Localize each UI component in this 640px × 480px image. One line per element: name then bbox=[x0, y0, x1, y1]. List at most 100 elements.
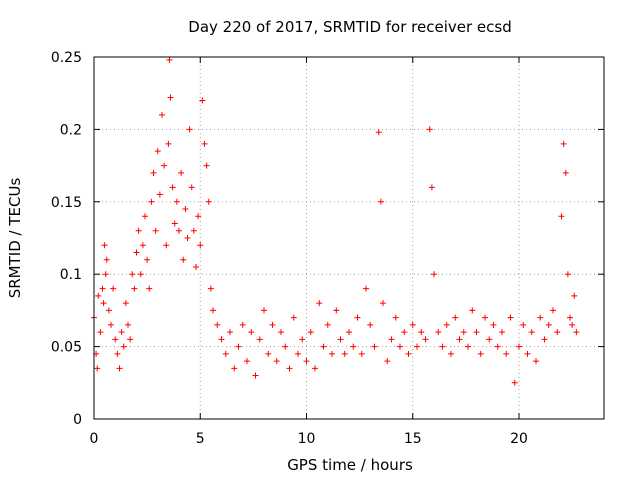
data-point bbox=[528, 329, 535, 336]
data-point bbox=[558, 213, 565, 220]
data-point bbox=[363, 285, 369, 292]
y-axis-label: SRMTID / TECUs bbox=[6, 178, 24, 299]
data-point bbox=[452, 314, 459, 321]
data-point bbox=[118, 329, 125, 336]
data-point bbox=[165, 140, 172, 147]
data-point bbox=[205, 198, 212, 205]
data-point bbox=[186, 126, 193, 133]
data-point bbox=[114, 350, 121, 357]
data-point bbox=[439, 343, 446, 350]
grid-lines bbox=[94, 57, 604, 419]
data-point bbox=[148, 198, 155, 205]
data-point bbox=[156, 191, 163, 198]
data-point bbox=[333, 307, 340, 314]
data-point bbox=[409, 321, 416, 328]
x-tick-label: 20 bbox=[510, 431, 528, 447]
data-point bbox=[261, 307, 267, 314]
data-point bbox=[346, 329, 352, 336]
data-point bbox=[214, 321, 221, 328]
data-point bbox=[150, 169, 157, 176]
data-point bbox=[571, 292, 578, 299]
data-point bbox=[112, 336, 119, 343]
data-point bbox=[108, 321, 114, 328]
data-point bbox=[560, 140, 567, 147]
data-point bbox=[482, 314, 488, 321]
data-point bbox=[303, 358, 310, 365]
data-point bbox=[231, 365, 238, 372]
data-point bbox=[210, 307, 216, 314]
data-point bbox=[401, 329, 408, 336]
data-point bbox=[195, 213, 202, 220]
data-point bbox=[516, 343, 522, 350]
data-point bbox=[190, 227, 197, 234]
data-point bbox=[545, 321, 552, 328]
data-point bbox=[102, 271, 109, 278]
x-tick-label: 10 bbox=[298, 431, 316, 447]
x-tick-label: 5 bbox=[196, 431, 205, 447]
data-point bbox=[176, 227, 182, 234]
data-point bbox=[460, 329, 467, 336]
data-point bbox=[173, 198, 180, 205]
data-points bbox=[91, 56, 580, 386]
data-point bbox=[122, 300, 129, 307]
data-point bbox=[184, 235, 191, 241]
data-point bbox=[299, 336, 306, 343]
data-point bbox=[426, 126, 433, 133]
data-point bbox=[120, 343, 127, 350]
data-point bbox=[103, 256, 110, 263]
data-point bbox=[533, 358, 539, 365]
data-point bbox=[97, 329, 104, 336]
data-point bbox=[295, 350, 301, 357]
y-tick-label: 0.25 bbox=[51, 50, 82, 66]
data-point bbox=[511, 379, 518, 386]
data-point bbox=[222, 350, 229, 357]
data-point bbox=[161, 162, 168, 169]
data-point bbox=[507, 314, 514, 321]
data-point bbox=[350, 343, 357, 350]
data-point bbox=[414, 343, 420, 350]
data-point bbox=[142, 213, 148, 220]
x-axis-label: GPS time / hours bbox=[287, 456, 413, 474]
data-point bbox=[105, 307, 112, 314]
data-point bbox=[435, 329, 442, 336]
data-point bbox=[564, 271, 571, 278]
data-point bbox=[94, 365, 101, 372]
data-point bbox=[244, 358, 250, 365]
data-point bbox=[227, 329, 233, 336]
data-point bbox=[541, 336, 548, 343]
data-point bbox=[182, 206, 189, 213]
data-point bbox=[99, 285, 106, 292]
data-point bbox=[494, 343, 501, 350]
data-point bbox=[197, 242, 204, 249]
chart-title: Day 220 of 2017, SRMTID for receiver ecs… bbox=[188, 18, 511, 36]
data-point bbox=[166, 56, 173, 63]
data-point bbox=[486, 336, 493, 343]
data-point bbox=[456, 336, 463, 343]
data-point bbox=[129, 271, 136, 278]
data-point bbox=[278, 329, 284, 336]
data-point bbox=[428, 184, 435, 191]
data-point bbox=[152, 227, 159, 234]
data-point bbox=[193, 263, 199, 270]
axis-ticks bbox=[93, 56, 604, 420]
data-point bbox=[169, 184, 176, 191]
data-point bbox=[477, 350, 484, 357]
data-point bbox=[377, 198, 384, 205]
data-point bbox=[392, 314, 399, 321]
data-point bbox=[371, 343, 378, 350]
data-point bbox=[320, 343, 327, 350]
data-point bbox=[218, 336, 225, 343]
data-point bbox=[388, 336, 395, 343]
data-point bbox=[139, 242, 146, 249]
data-point bbox=[137, 271, 144, 278]
data-point bbox=[473, 329, 480, 336]
data-point bbox=[290, 314, 297, 321]
data-point bbox=[562, 169, 569, 176]
data-point bbox=[367, 321, 374, 328]
data-point bbox=[375, 129, 382, 136]
data-point bbox=[397, 343, 403, 350]
data-point bbox=[201, 140, 208, 147]
data-point bbox=[448, 350, 454, 357]
data-point bbox=[265, 350, 272, 357]
